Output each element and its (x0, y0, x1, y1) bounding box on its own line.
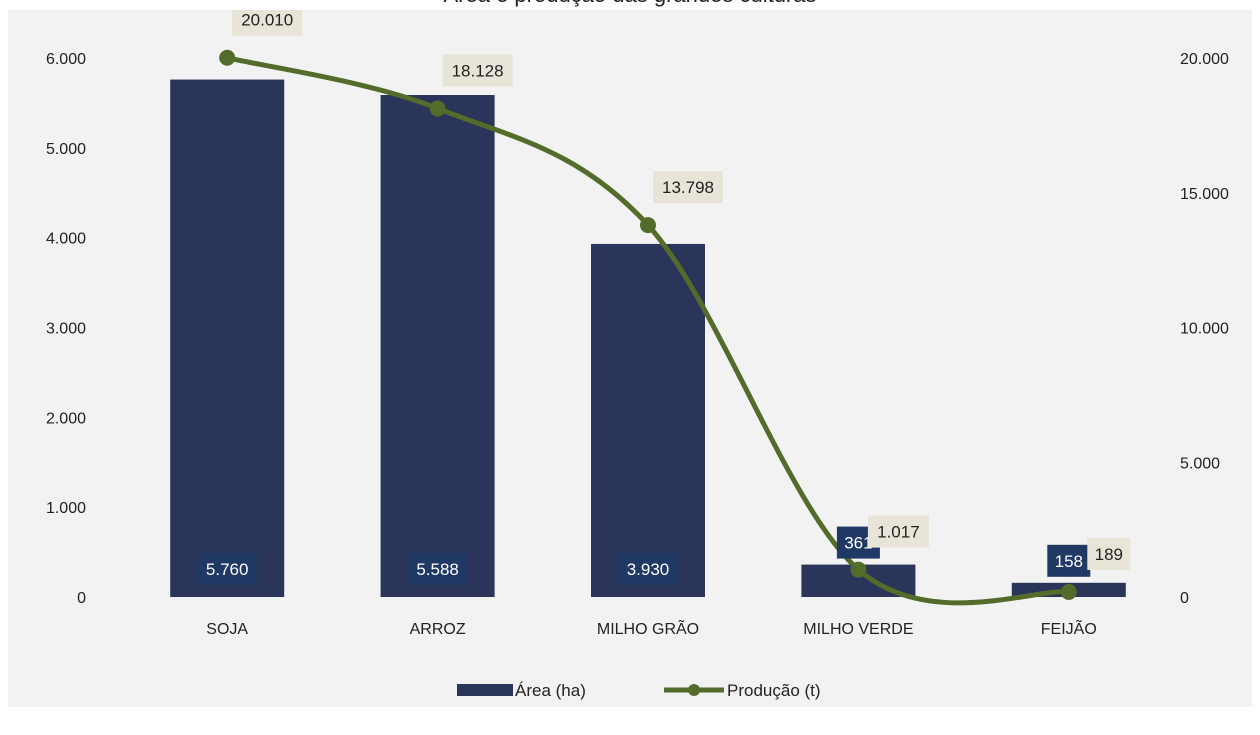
line-data-label: 189 (1095, 545, 1123, 564)
right-axis-tick-label: 5.000 (1180, 455, 1220, 472)
right-axis-tick-label: 10.000 (1180, 321, 1229, 338)
production-point (640, 217, 656, 233)
chart-svg: 0 1.000 2.000 3.000 4.000 5.000 6.000 0 5.000 10… (8, 10, 1252, 707)
x-axis-tick-label: FEIJÃO (1041, 618, 1097, 638)
production-point (219, 50, 235, 66)
bar-area (591, 244, 705, 597)
left-axis-tick-label: 1.000 (46, 500, 86, 517)
chart-title: Área e produção das grandes culturas (0, 0, 1260, 8)
chart-area: 0 1.000 2.000 3.000 4.000 5.000 6.000 0 5.000 10… (8, 10, 1252, 707)
bar-area (381, 95, 495, 597)
left-axis-tick-label: 5.000 (46, 141, 86, 158)
bar-area (170, 80, 284, 597)
left-axis-tick-label: 0 (77, 590, 86, 607)
x-axis-tick-label: ARROZ (410, 621, 466, 638)
bar-data-label: 5.588 (416, 560, 459, 579)
production-point (430, 100, 446, 116)
line-data-label: 18.128 (452, 61, 504, 80)
left-axis: 0 1.000 2.000 3.000 4.000 5.000 6.000 (46, 51, 86, 607)
x-axis-tick-label: MILHO VERDE (803, 621, 913, 638)
bars (170, 80, 1126, 597)
bar-data-label: 3.930 (627, 560, 670, 579)
right-axis-tick-label: 0 (1180, 590, 1189, 607)
line-data-label: 13.798 (662, 178, 714, 197)
x-axis-tick-label: MILHO GRÃO (597, 618, 699, 638)
left-axis-tick-label: 6.000 (46, 51, 86, 68)
legend-area-swatch (457, 684, 513, 696)
bar-data-label: 158 (1055, 552, 1083, 571)
left-axis-tick-label: 3.000 (46, 321, 86, 338)
line-data-label: 1.017 (877, 523, 920, 542)
right-axis-tick-label: 20.000 (1180, 51, 1229, 68)
production-point (850, 562, 866, 578)
x-axis: SOJA ARROZ MILHO GRÃO MILHO VERDE FEIJÃO (206, 618, 1097, 638)
line-data-label: 20.010 (241, 11, 293, 30)
legend-area-label: Área (ha) (515, 681, 586, 700)
left-axis-tick-label: 2.000 (46, 410, 86, 427)
right-axis-tick-label: 15.000 (1180, 186, 1229, 203)
bar-data-label: 5.760 (206, 560, 249, 579)
right-axis: 0 5.000 10.000 15.000 20.000 (1180, 51, 1229, 607)
left-axis-tick-label: 4.000 (46, 231, 86, 248)
production-point (1061, 584, 1077, 600)
legend: Área (ha) Produção (t) (457, 681, 821, 700)
legend-production-label: Produção (t) (727, 681, 821, 700)
legend-production-marker (688, 684, 700, 696)
x-axis-tick-label: SOJA (206, 621, 248, 638)
